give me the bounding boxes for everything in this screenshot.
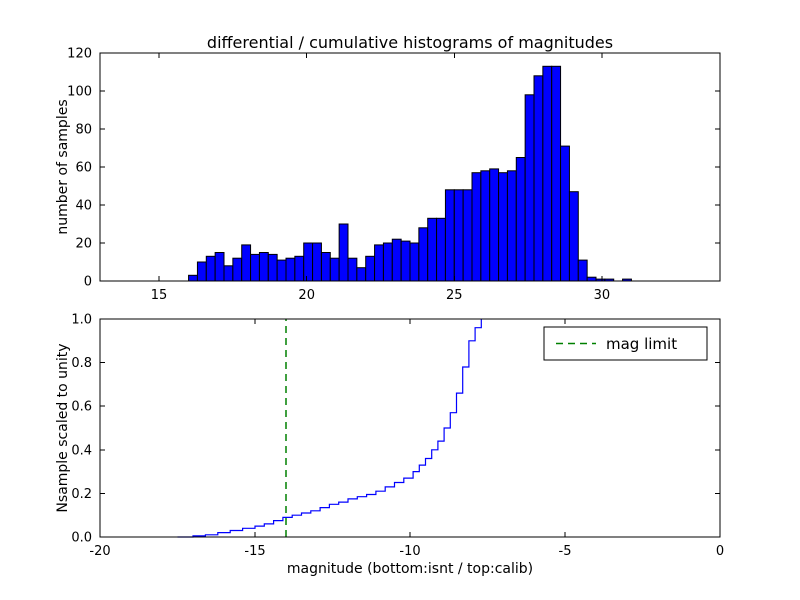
cumulative-histogram: mag limit -20 -15 -10 -5 0 0.0 0.2 0.4 0.6 0.8 1.0 xyxy=(71,313,724,560)
histogram-bar xyxy=(258,252,269,282)
histogram-bar xyxy=(409,242,420,282)
histogram-bar xyxy=(250,253,260,282)
x-tick-label: -15 xyxy=(244,544,265,559)
x-tick-label: 15 xyxy=(151,288,168,303)
histogram-bar xyxy=(471,172,482,282)
y-tick-label: 0.8 xyxy=(71,356,92,371)
axis-ticks: -20 -15 -10 -5 0 0.0 0.2 0.4 0.6 0.8 1.0 xyxy=(71,313,724,560)
histogram-bar xyxy=(241,244,252,282)
histogram-bar xyxy=(480,170,491,282)
histogram-bar xyxy=(347,257,358,282)
histogram-bar xyxy=(427,217,438,282)
histogram-bar xyxy=(294,255,305,282)
top-y-axis-label: number of samples xyxy=(55,99,71,235)
histogram-bar xyxy=(568,191,579,282)
differential-histogram: 15 20 25 30 0 20 40 60 80 100 120 xyxy=(67,47,721,303)
histogram-bar xyxy=(586,276,597,282)
histogram-bar xyxy=(418,227,429,282)
y-tick-label: 20 xyxy=(75,237,92,252)
y-tick-label: 100 xyxy=(67,85,92,100)
y-tick-label: 0.6 xyxy=(71,400,92,415)
x-tick-label: 20 xyxy=(298,288,315,303)
histogram-bar xyxy=(391,238,402,282)
y-tick-label: 40 xyxy=(75,199,92,214)
figure-title: differential / cumulative histograms of … xyxy=(206,33,614,52)
y-tick-label: 120 xyxy=(67,47,92,62)
histogram-bar xyxy=(374,244,384,282)
histogram-bar xyxy=(524,94,535,282)
histogram-bar xyxy=(382,242,393,282)
histogram-bar xyxy=(533,75,544,282)
histogram-bar xyxy=(320,252,331,282)
histogram-bar xyxy=(542,65,553,282)
histogram-bar xyxy=(506,170,517,282)
y-tick-label: 60 xyxy=(75,161,92,176)
histogram-bar xyxy=(551,65,562,282)
y-tick-label: 0 xyxy=(84,275,92,290)
histogram-bar xyxy=(436,217,446,282)
histogram-bars xyxy=(188,65,632,282)
histogram-bar xyxy=(489,168,500,282)
x-tick-label: -20 xyxy=(89,544,110,559)
histogram-bar xyxy=(223,265,234,282)
x-tick-label: -10 xyxy=(399,544,420,559)
x-tick-label: 0 xyxy=(716,544,724,559)
y-tick-label: 1.0 xyxy=(71,313,92,328)
y-tick-label: 0.2 xyxy=(71,487,92,502)
cumulative-curve xyxy=(177,319,482,538)
legend: mag limit xyxy=(543,326,708,361)
histogram-bar xyxy=(400,240,411,282)
histogram-bar xyxy=(312,242,322,282)
histogram-bar xyxy=(453,189,464,282)
y-tick-label: 80 xyxy=(75,123,92,138)
histogram-bar xyxy=(285,257,296,282)
histogram-bar xyxy=(444,189,455,282)
bottom-y-axis-label: Nsample scaled to unity xyxy=(55,343,71,513)
histogram-bar xyxy=(329,257,340,282)
histogram-bar xyxy=(338,223,349,282)
x-tick-label: -5 xyxy=(559,544,572,559)
histogram-bar xyxy=(267,253,278,282)
histogram-bar xyxy=(232,257,243,282)
x-tick-label: 30 xyxy=(594,288,611,303)
histogram-bar xyxy=(214,252,225,282)
x-axis-label: magnitude (bottom:isnt / top:calib) xyxy=(286,561,534,577)
histogram-bar xyxy=(577,259,588,282)
histogram-bar xyxy=(196,261,207,282)
histogram-bar xyxy=(365,255,376,282)
histogram-bar xyxy=(462,189,473,282)
y-tick-label: 0.0 xyxy=(71,531,92,546)
x-tick-label: 25 xyxy=(446,288,463,303)
histogram-bar xyxy=(560,145,570,282)
histogram-bar xyxy=(515,157,526,282)
histogram-bar xyxy=(303,242,314,282)
histogram-bar xyxy=(498,172,508,282)
y-tick-label: 0.4 xyxy=(71,443,92,458)
histogram-bar xyxy=(356,267,367,282)
axis-ticks: 15 20 25 30 0 20 40 60 80 100 120 xyxy=(67,47,720,303)
histogram-bar xyxy=(205,255,216,282)
legend-label: mag limit xyxy=(606,335,677,353)
histogram-bar xyxy=(276,259,287,282)
histogram-bar xyxy=(188,274,198,282)
